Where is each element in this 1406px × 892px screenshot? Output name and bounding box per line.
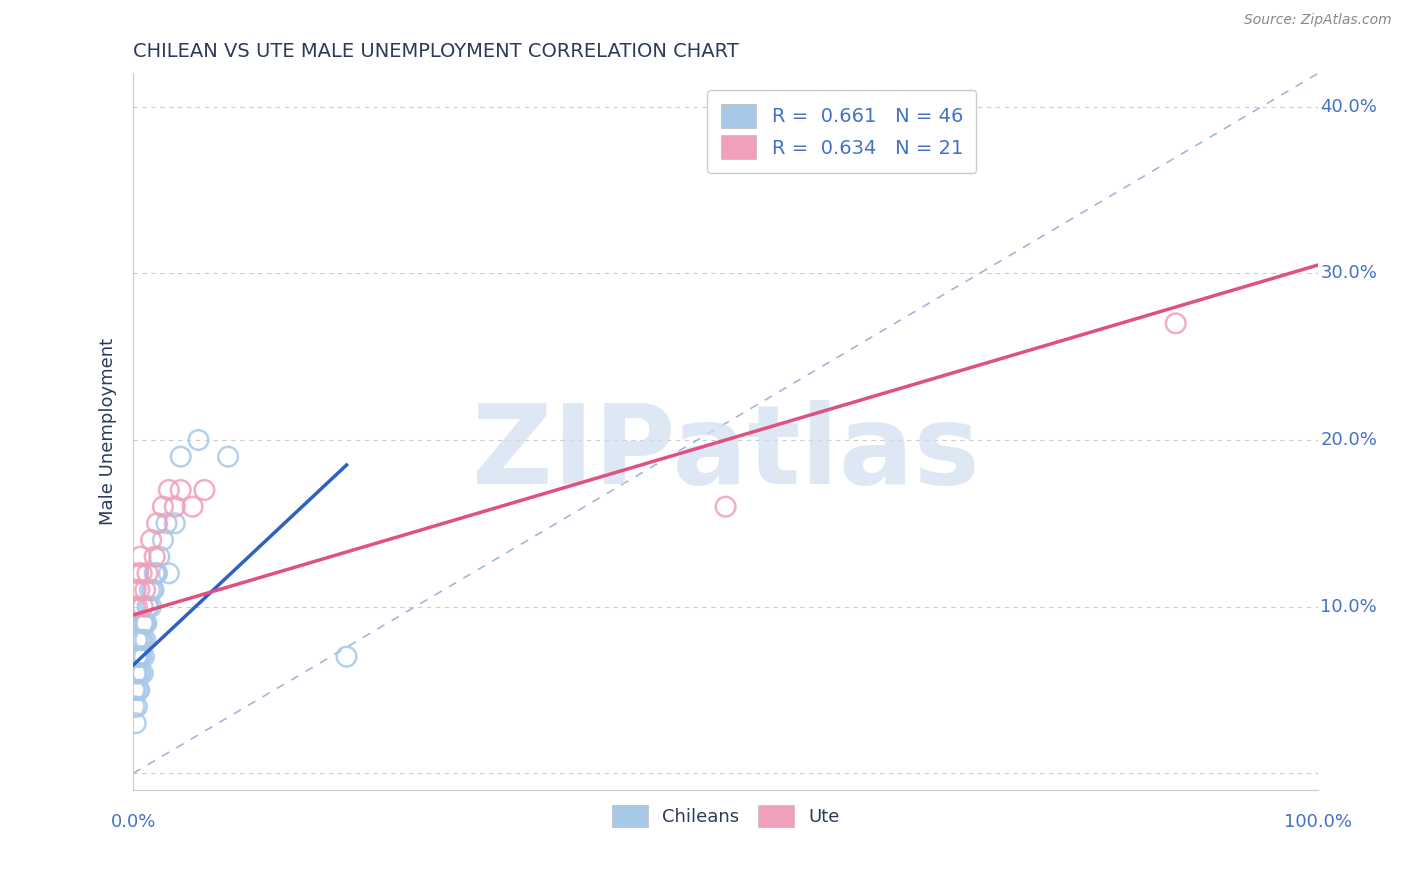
Text: Source: ZipAtlas.com: Source: ZipAtlas.com (1244, 13, 1392, 28)
Point (143, 549, 166, 564)
Point (125, 666, 148, 681)
Point (125, 699, 148, 714)
Point (136, 566, 159, 581)
Point (134, 632, 156, 647)
Point (193, 483, 215, 497)
Point (152, 500, 174, 514)
Point (135, 616, 157, 631)
Point (134, 616, 156, 631)
Point (125, 632, 148, 647)
Point (157, 483, 180, 497)
Point (142, 582, 165, 597)
Point (163, 500, 186, 514)
Point (125, 599, 148, 614)
Point (127, 682, 149, 697)
Point (129, 666, 152, 681)
Point (170, 483, 193, 497)
Point (134, 582, 156, 597)
Point (124, 682, 146, 697)
Point (145, 566, 167, 581)
Point (127, 632, 149, 647)
Point (714, 500, 737, 514)
Point (132, 649, 155, 664)
Point (187, 433, 209, 447)
Point (132, 632, 155, 647)
Point (217, 450, 239, 464)
Text: 100.0%: 100.0% (1284, 813, 1353, 830)
Point (139, 582, 162, 597)
Point (139, 599, 162, 614)
Point (128, 582, 150, 597)
Point (163, 516, 186, 531)
Point (129, 549, 152, 564)
Text: 30.0%: 30.0% (1320, 264, 1376, 283)
Point (131, 649, 153, 664)
Point (136, 599, 159, 614)
Point (148, 549, 170, 564)
Point (138, 599, 160, 614)
Legend: Chileans, Ute: Chileans, Ute (605, 798, 846, 835)
Point (132, 616, 155, 631)
Point (128, 666, 150, 681)
Point (131, 632, 153, 647)
Point (146, 516, 169, 531)
Point (132, 666, 155, 681)
Point (152, 533, 174, 547)
Point (141, 582, 163, 597)
Point (143, 566, 166, 581)
Text: ZIPatlas: ZIPatlas (472, 400, 980, 507)
Text: 40.0%: 40.0% (1320, 98, 1376, 116)
Point (132, 616, 155, 631)
Text: 20.0%: 20.0% (1320, 431, 1376, 449)
Point (181, 500, 204, 514)
Point (129, 632, 152, 647)
Point (129, 649, 152, 664)
Text: CHILEAN VS UTE MALE UNEMPLOYMENT CORRELATION CHART: CHILEAN VS UTE MALE UNEMPLOYMENT CORRELA… (134, 42, 740, 61)
Point (124, 699, 146, 714)
Point (170, 450, 193, 464)
Point (125, 582, 148, 597)
Point (125, 682, 148, 697)
Point (128, 682, 150, 697)
Point (128, 649, 150, 664)
Point (127, 566, 149, 581)
Text: 0.0%: 0.0% (111, 813, 156, 830)
Y-axis label: Male Unemployment: Male Unemployment (100, 338, 117, 525)
Point (335, 649, 357, 664)
Point (157, 566, 180, 581)
Point (1164, 317, 1187, 331)
Point (146, 566, 169, 581)
Point (125, 649, 148, 664)
Point (131, 566, 153, 581)
Point (125, 666, 148, 681)
Point (132, 599, 155, 614)
Point (139, 533, 162, 547)
Point (127, 649, 149, 664)
Point (124, 599, 146, 614)
Point (125, 716, 148, 731)
Point (155, 516, 177, 531)
Text: 10.0%: 10.0% (1320, 598, 1376, 615)
